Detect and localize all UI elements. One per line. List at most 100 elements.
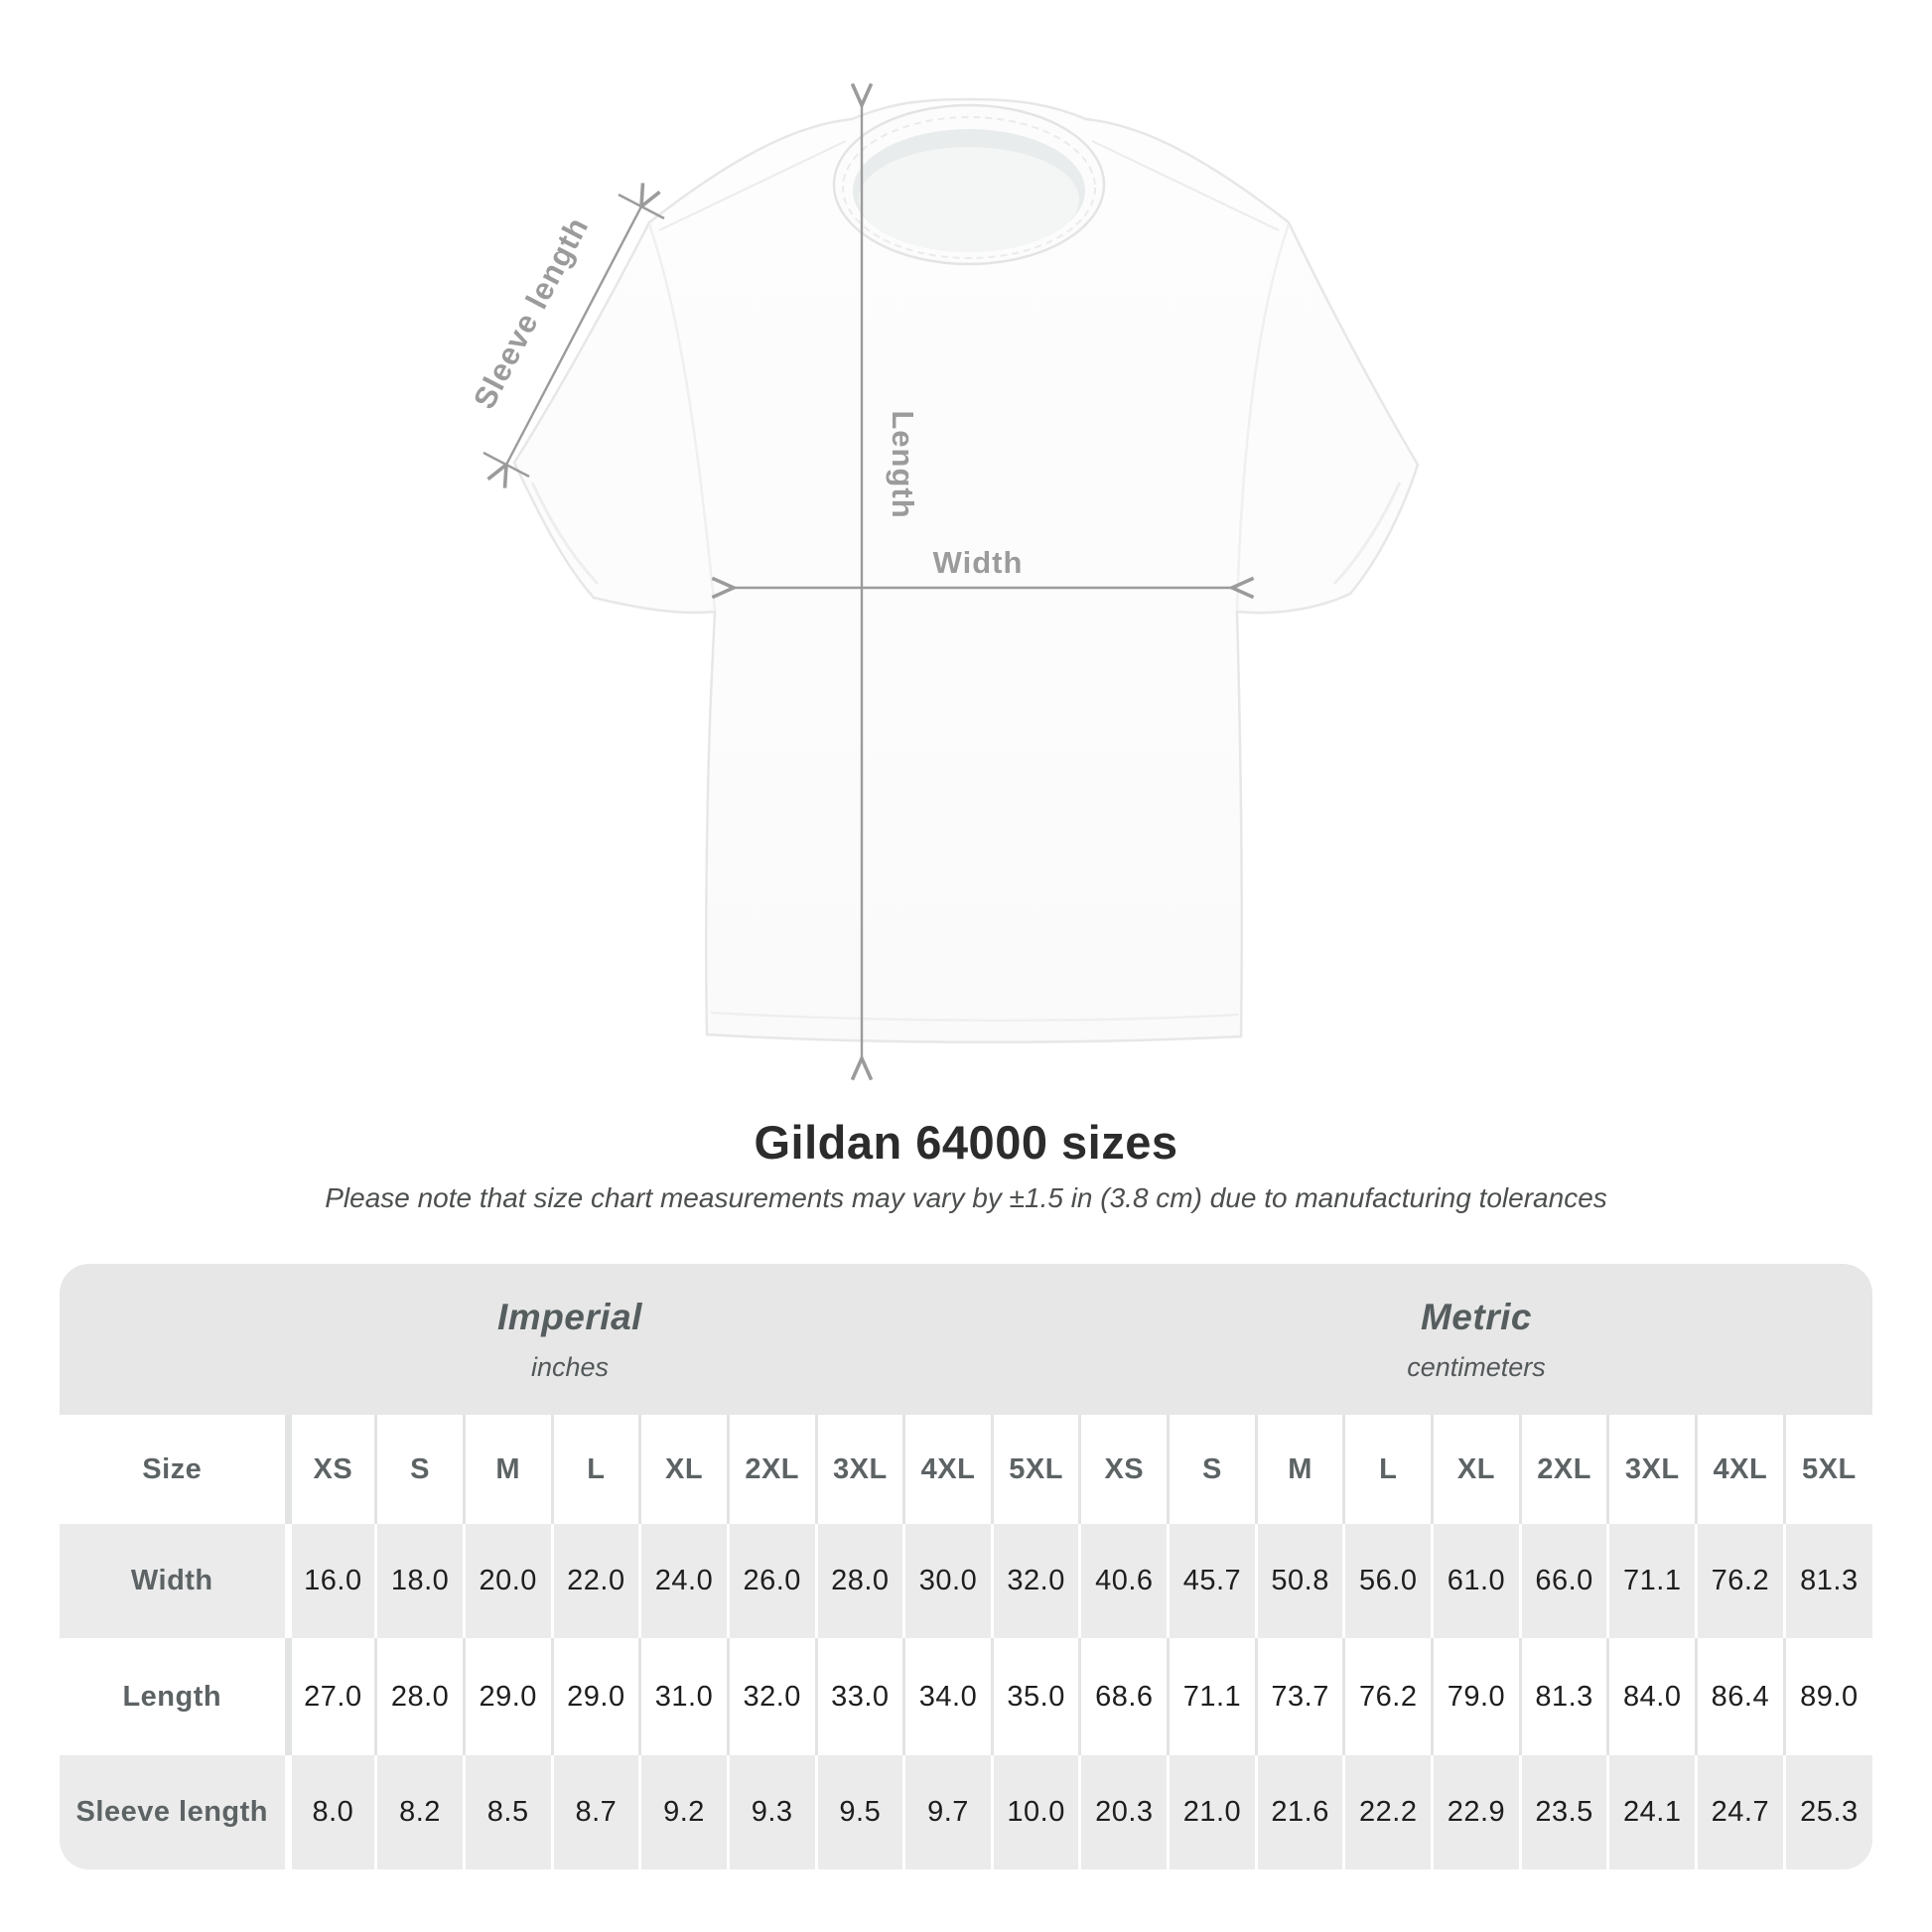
tshirt-diagram: Sleeve length Length Width: [467, 82, 1420, 1081]
size-column-header: XS: [1078, 1415, 1169, 1525]
size-column-header: 3XL: [814, 1415, 904, 1525]
measurement-value-cell: 22.0: [550, 1524, 640, 1639]
size-column-header: XL: [638, 1415, 729, 1525]
measurement-value-cell: 56.0: [1342, 1524, 1433, 1639]
size-column-header: L: [550, 1415, 640, 1525]
sleeve-length-arrow: [486, 183, 661, 488]
title-block: Gildan 64000 sizes Please note that size…: [0, 1116, 1932, 1214]
size-column-header: 4XL: [1695, 1415, 1785, 1525]
measurement-value-cell: 89.0: [1782, 1638, 1872, 1756]
sleeve-arrow-end-cap: [618, 193, 665, 220]
measurement-value-cell: 8.7: [550, 1755, 640, 1870]
measurement-row: Sleeve length 8.0 8.2 8.5 8.7 9.2 9.3 9.5 9.7 10.…: [60, 1755, 1872, 1870]
measurement-value-cell: 24.0: [638, 1524, 729, 1639]
measurement-value-cell: 28.0: [814, 1524, 904, 1639]
measurement-value-cell: 34.0: [902, 1638, 993, 1756]
size-column-title: Size: [60, 1415, 292, 1525]
measurement-value-cell: 40.6: [1078, 1524, 1169, 1639]
measurement-annotations: [483, 82, 1255, 1081]
page-title: Gildan 64000 sizes: [754, 1116, 1178, 1169]
measurement-value-cell: 32.0: [990, 1524, 1080, 1639]
measurement-value-cell: 28.0: [374, 1638, 465, 1756]
page-subtitle: Please note that size chart measurements…: [325, 1182, 1607, 1214]
measurement-value-cell: 29.0: [462, 1638, 553, 1756]
width-label: Width: [933, 545, 1024, 580]
measurement-value-cell: 76.2: [1695, 1524, 1785, 1639]
measurement-value-cell: 24.1: [1606, 1755, 1697, 1870]
imperial-unit: inches: [530, 1351, 609, 1382]
measurement-value-cell: 79.0: [1431, 1638, 1521, 1756]
unit-header-row: Imperial inches Metric centimeters: [60, 1264, 1872, 1415]
measurement-value-cell: 84.0: [1606, 1638, 1697, 1756]
measurement-value-cell: 22.9: [1431, 1755, 1521, 1870]
size-column-header: XL: [1431, 1415, 1521, 1525]
measurement-value-cell: 24.7: [1695, 1755, 1785, 1870]
size-column-header: M: [1254, 1415, 1344, 1525]
size-column-header: XS: [286, 1415, 376, 1525]
measurement-value-cell: 76.2: [1342, 1638, 1433, 1756]
length-label: Length: [886, 410, 920, 518]
measurement-value-cell: 33.0: [814, 1638, 904, 1756]
tshirt-collar: [832, 103, 1106, 266]
measurement-value-cell: 9.5: [814, 1755, 904, 1870]
measurement-value-cell: 8.0: [286, 1755, 376, 1870]
imperial-title: Imperial: [497, 1296, 642, 1337]
measurement-value-cell: 29.0: [550, 1638, 640, 1756]
imperial-header: Imperial inches: [60, 1264, 1080, 1415]
measurement-value-cell: 71.1: [1606, 1524, 1697, 1639]
size-column-header: L: [1342, 1415, 1433, 1525]
measurement-value-cell: 25.3: [1782, 1755, 1872, 1870]
measurement-row-label: Length: [60, 1638, 292, 1756]
measurement-value-cell: 68.6: [1078, 1638, 1169, 1756]
measurement-value-cell: 16.0: [286, 1524, 376, 1639]
measurement-value-cell: 9.7: [902, 1755, 993, 1870]
measurement-row: Width 16.0 18.0 20.0 22.0 24.0 26.0 28.0 30.0 32.…: [60, 1524, 1872, 1639]
size-header-row: Size XS S M L XL 2XL 3XL 4XL 5XL XS S M L XL 2XL 3XL 4XL…: [60, 1415, 1872, 1525]
size-table-grid: Imperial inches Metric centimeters Size …: [60, 1264, 1872, 1870]
measurement-row: Length 27.0 28.0 29.0 29.0 31.0 32.0 33.0 34.0 35…: [60, 1638, 1872, 1756]
size-column-header: 2XL: [726, 1415, 816, 1525]
measurement-value-cell: 45.7: [1167, 1524, 1257, 1639]
measurement-value-cell: 81.3: [1518, 1638, 1608, 1756]
measurement-value-cell: 35.0: [990, 1638, 1080, 1756]
metric-unit: centimeters: [1407, 1351, 1546, 1382]
measurement-value-cell: 22.2: [1342, 1755, 1433, 1870]
measurement-value-cell: 32.0: [726, 1638, 816, 1756]
measurement-value-cell: 27.0: [286, 1638, 376, 1756]
size-column-header: M: [462, 1415, 553, 1525]
measurement-row-label: Sleeve length: [60, 1755, 292, 1870]
tshirt-illustration: Sleeve length Length Width: [467, 82, 1420, 1081]
size-column-header: 3XL: [1606, 1415, 1697, 1525]
measurement-value-cell: 71.1: [1167, 1638, 1257, 1756]
metric-header: Metric centimeters: [1080, 1264, 1872, 1415]
measurement-value-cell: 21.6: [1254, 1755, 1344, 1870]
size-table: Imperial inches Metric centimeters Size …: [60, 1264, 1872, 1870]
measurement-value-cell: 21.0: [1167, 1755, 1257, 1870]
measurement-value-cell: 86.4: [1695, 1638, 1785, 1756]
measurement-value-cell: 8.5: [462, 1755, 553, 1870]
measurement-value-cell: 73.7: [1254, 1638, 1344, 1756]
measurement-value-cell: 66.0: [1518, 1524, 1608, 1639]
size-column-header: S: [1167, 1415, 1257, 1525]
measurement-value-cell: 61.0: [1431, 1524, 1521, 1639]
measurement-value-cell: 50.8: [1254, 1524, 1344, 1639]
size-column-header: S: [374, 1415, 465, 1525]
measurement-value-cell: 31.0: [638, 1638, 729, 1756]
measurement-value-cell: 9.3: [726, 1755, 816, 1870]
tshirt-shape: [512, 97, 1420, 1044]
sleeve-arrow-start-cap: [483, 451, 530, 479]
size-column-header: 5XL: [1782, 1415, 1872, 1525]
measurement-value-cell: 18.0: [374, 1524, 465, 1639]
measurement-value-cell: 20.3: [1078, 1755, 1169, 1870]
metric-title: Metric: [1420, 1296, 1532, 1337]
measurement-value-cell: 23.5: [1518, 1755, 1608, 1870]
size-column-header: 5XL: [990, 1415, 1080, 1525]
measurement-value-cell: 10.0: [990, 1755, 1080, 1870]
size-column-header: 2XL: [1518, 1415, 1608, 1525]
measurement-value-cell: 9.2: [638, 1755, 729, 1870]
size-column-header: 4XL: [902, 1415, 993, 1525]
measurement-value-cell: 20.0: [462, 1524, 553, 1639]
measurement-row-label: Width: [60, 1524, 292, 1639]
measurement-value-cell: 8.2: [374, 1755, 465, 1870]
